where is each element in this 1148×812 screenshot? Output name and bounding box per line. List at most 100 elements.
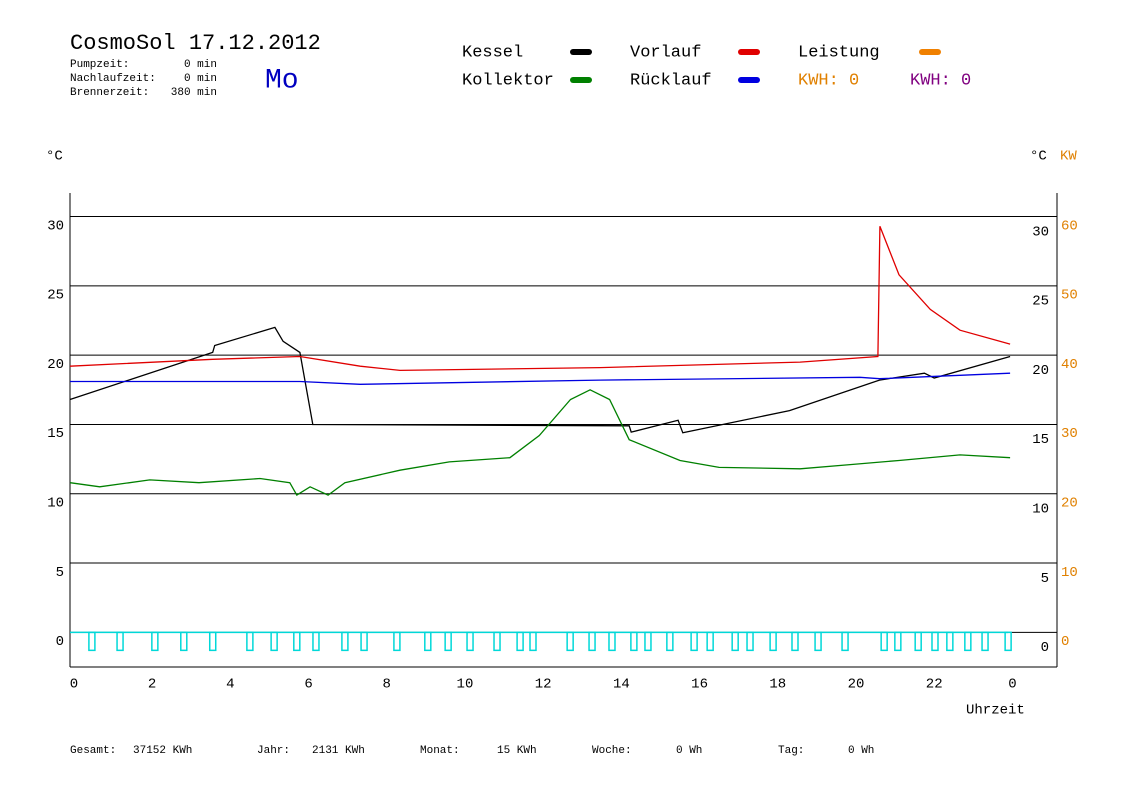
y-tick-label: 5 xyxy=(56,565,64,581)
y-tick-label-right: 25 xyxy=(1032,294,1049,310)
pulse xyxy=(88,631,96,652)
y-tick-label-right: 5 xyxy=(1041,571,1049,587)
info-label: Brennerzeit: xyxy=(70,87,149,99)
y-tick-label: 20 xyxy=(47,357,64,373)
legend-label: Leistung xyxy=(798,43,880,62)
y-tick-label-right: 20 xyxy=(1032,363,1049,379)
pulse xyxy=(690,631,698,652)
info-value: 380 min xyxy=(171,87,217,99)
legend-label: Kessel xyxy=(462,43,523,62)
pulse xyxy=(246,631,254,652)
y-tick-label: 10 xyxy=(47,495,64,511)
kwh-label: KWH: 0 xyxy=(798,71,859,90)
y-tick-label: 30 xyxy=(47,218,64,234)
pulse xyxy=(630,631,638,652)
pulse xyxy=(946,631,954,652)
y2-tick-label: 60 xyxy=(1061,218,1078,234)
footer-label: Woche: xyxy=(592,745,632,757)
x-tick-label: 2 xyxy=(148,677,156,693)
x-tick-label: 20 xyxy=(848,677,865,693)
pulse xyxy=(644,631,652,652)
pulse xyxy=(493,631,501,652)
legend-label: Vorlauf xyxy=(630,43,701,62)
pulse xyxy=(791,631,799,652)
kwh-label: KWH: 0 xyxy=(910,71,971,90)
y2-unit: KW xyxy=(1060,149,1077,165)
pulse xyxy=(914,631,922,652)
pulse xyxy=(894,631,902,652)
pulse xyxy=(516,631,524,652)
info-label: Nachlaufzeit: xyxy=(70,73,156,85)
pulse xyxy=(608,631,616,652)
pulse xyxy=(208,631,217,652)
pulse xyxy=(731,631,739,652)
pulse xyxy=(466,631,474,652)
pulse xyxy=(151,631,159,652)
pulse xyxy=(931,631,939,652)
pulse xyxy=(588,631,596,652)
chart-title: CosmoSol 17.12.2012 xyxy=(70,31,321,56)
pulse xyxy=(706,631,714,652)
pulse xyxy=(270,631,278,652)
x-tick-label: 0 xyxy=(1008,677,1016,693)
footer-value: 37152 KWh xyxy=(133,745,192,757)
series-line xyxy=(69,326,1011,434)
y2-tick-label: 0 xyxy=(1061,634,1069,650)
pulse xyxy=(814,631,822,652)
footer-label: Gesamt: xyxy=(70,745,116,757)
pulse xyxy=(746,631,754,652)
info-label: Pumpzeit: xyxy=(70,59,129,71)
info-value: 0 min xyxy=(184,59,217,71)
pulse xyxy=(566,631,574,652)
series-line xyxy=(70,372,1011,385)
legend-label: Kollektor xyxy=(462,71,554,90)
x-tick-label: 22 xyxy=(926,677,943,693)
x-tick-label: 0 xyxy=(70,677,78,693)
series-line xyxy=(69,389,1011,497)
footer-label: Tag: xyxy=(778,745,804,757)
pulse xyxy=(341,631,349,652)
y2-tick-label: 10 xyxy=(1061,565,1078,581)
y-tick-label: 0 xyxy=(56,634,64,650)
pulse xyxy=(293,631,301,652)
y2-tick-label: 30 xyxy=(1061,426,1078,442)
series-line xyxy=(69,226,1011,372)
footer-value: 2131 KWh xyxy=(312,745,365,757)
y-tick-label-right: 10 xyxy=(1032,501,1049,517)
pulse xyxy=(769,631,777,652)
y-tick-label-right: 15 xyxy=(1032,432,1049,448)
y-tick-label-right: 0 xyxy=(1041,640,1049,656)
pulse xyxy=(841,631,849,652)
x-tick-label: 16 xyxy=(691,677,708,693)
x-tick-label: 4 xyxy=(226,677,234,693)
footer-value: 0 Wh xyxy=(848,745,874,757)
x-tick-label: 18 xyxy=(769,677,786,693)
footer-label: Jahr: xyxy=(257,745,290,757)
pulse xyxy=(666,631,674,652)
pulse xyxy=(444,631,452,652)
pulse xyxy=(529,631,537,652)
x-label: Uhrzeit xyxy=(966,703,1025,719)
pulse xyxy=(964,631,972,652)
pulse xyxy=(424,631,432,652)
legend-label: Rücklauf xyxy=(630,71,712,90)
footer-label: Monat: xyxy=(420,745,460,757)
footer-value: 15 KWh xyxy=(497,745,537,757)
pulse xyxy=(312,631,320,652)
footer-value: 0 Wh xyxy=(676,745,702,757)
y2-tick-label: 50 xyxy=(1061,288,1078,304)
x-tick-label: 8 xyxy=(383,677,391,693)
y2-tick-label: 40 xyxy=(1061,357,1078,373)
y-tick-label: 15 xyxy=(47,426,64,442)
pulse xyxy=(393,631,401,652)
x-tick-label: 12 xyxy=(535,677,552,693)
y2-tick-label: 20 xyxy=(1061,495,1078,511)
pulse xyxy=(360,631,368,652)
y2-unit-c: °C xyxy=(1030,149,1047,165)
y-tick-label: 25 xyxy=(47,288,64,304)
y-tick-label-right: 30 xyxy=(1032,224,1049,240)
pulse xyxy=(116,631,124,652)
pulse xyxy=(1004,631,1012,652)
y-unit: °C xyxy=(46,149,63,165)
